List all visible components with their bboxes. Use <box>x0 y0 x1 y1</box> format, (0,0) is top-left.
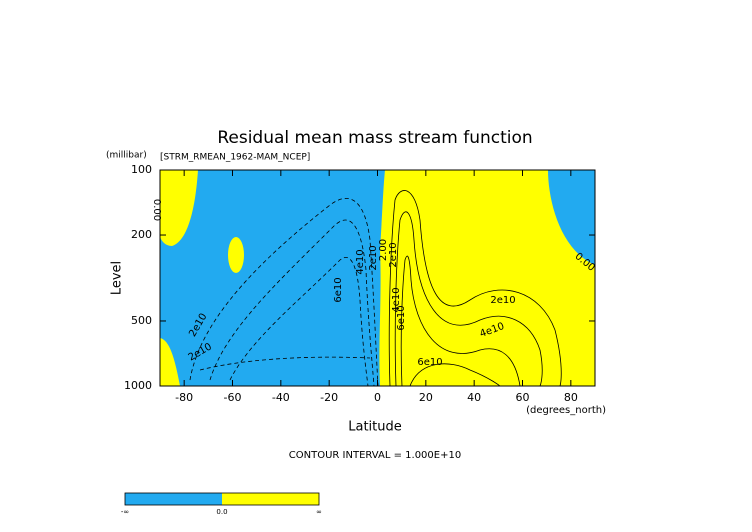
y-tick-label: 100 <box>131 163 152 176</box>
x-tick-label: -80 <box>175 391 193 404</box>
contour-label: 4e10 <box>391 287 402 312</box>
colorbar-segment <box>125 493 222 505</box>
contour-line <box>229 257 369 386</box>
contour-label: 4e10 <box>355 249 366 274</box>
contour-label: 2e10 <box>490 295 515 306</box>
contour-label: 6e10 <box>333 277 344 302</box>
y-tick-label: 1000 <box>124 379 152 392</box>
colorbar-label: 0.0 <box>216 508 227 516</box>
y-tick-label: 200 <box>131 228 152 241</box>
x-tick-label: 0 <box>374 391 381 404</box>
x-tick-label: -60 <box>224 391 242 404</box>
positive-region <box>160 170 198 246</box>
contour-field <box>160 170 595 386</box>
contour-label: 2.00 <box>378 239 389 261</box>
positive-region <box>228 237 244 273</box>
x-tick-label: 20 <box>419 391 433 404</box>
contour-label: 2e10 <box>388 242 399 267</box>
contour-interval: CONTOUR INTERVAL = 1.000E+10 <box>289 450 461 461</box>
contour-line <box>189 197 379 386</box>
subtitle: [STRM_RMEAN_1962-MAM_NCEP] <box>160 153 310 163</box>
contour-line <box>209 219 375 386</box>
contour-label: 0.00 <box>151 199 162 221</box>
y-units: (millibar) <box>106 151 147 161</box>
colorbar-label: -∞ <box>121 508 129 516</box>
contour-line <box>394 211 543 386</box>
x-units: (degrees_north) <box>526 405 606 416</box>
contour-line <box>400 255 521 386</box>
x-axis-label: Latitude <box>348 420 402 435</box>
contour-label: 6e10 <box>417 357 442 368</box>
x-tick-label: 80 <box>564 391 578 404</box>
positive-region <box>160 338 180 386</box>
x-tick-label: 40 <box>467 391 481 404</box>
contour-line <box>388 190 562 386</box>
contour-label: 6e10 <box>396 305 407 330</box>
colorbar-label: ∞ <box>316 508 322 516</box>
colorbar-frame <box>124 492 320 506</box>
x-tick-label: -20 <box>320 391 338 404</box>
chart-title: Residual mean mass stream function <box>217 128 532 148</box>
x-tick-label: -40 <box>272 391 290 404</box>
y-tick-label: 500 <box>131 314 152 327</box>
contour-label: 2e10 <box>368 245 379 270</box>
x-tick-label: 60 <box>516 391 530 404</box>
contour-line <box>409 363 501 386</box>
positive-region <box>379 170 595 386</box>
contour-line <box>199 356 371 371</box>
y-axis-label: Level <box>110 261 125 295</box>
colorbar-segment <box>222 493 319 505</box>
